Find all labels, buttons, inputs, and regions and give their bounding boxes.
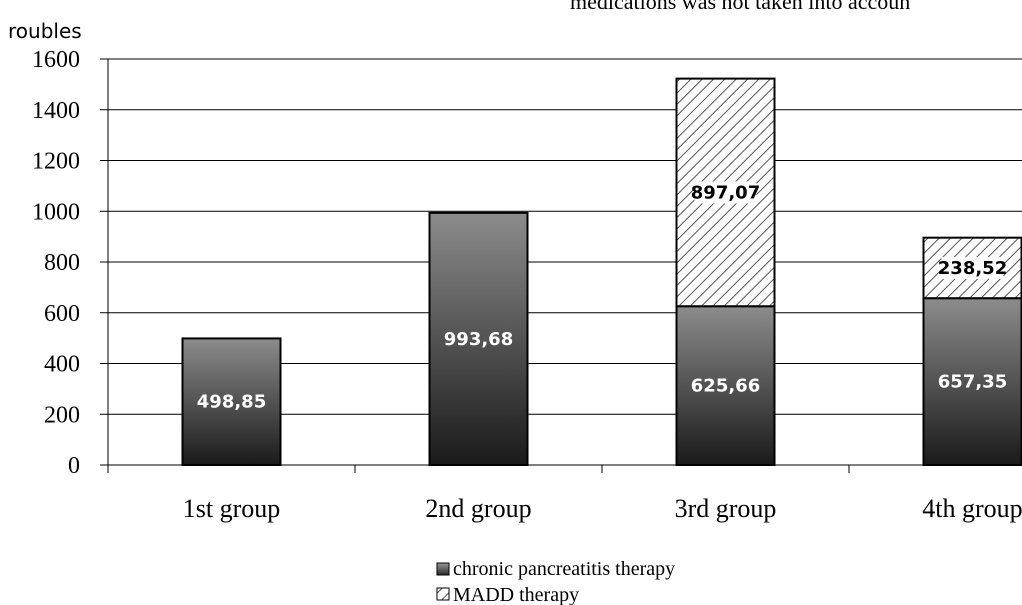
y-axis-label: roubles xyxy=(8,19,82,43)
data-label-madd-4: 238,52 xyxy=(938,258,1007,279)
y-tick-label-1200: 1200 xyxy=(32,149,80,175)
x-tick-label-4: 4th group xyxy=(922,494,1022,523)
y-tick-label-1400: 1400 xyxy=(32,98,80,124)
legend-label-chronic-pancreatitis: chronic pancreatitis therapy xyxy=(453,558,675,580)
y-tick-label-200: 200 xyxy=(44,402,80,428)
legend: chronic pancreatitis therapy MADD therap… xyxy=(436,558,675,605)
legend-label-madd: MADD therapy xyxy=(453,584,579,605)
data-label-chronic-1: 498,85 xyxy=(197,392,266,413)
y-axis-ticks: 0 200 400 600 800 1000 1200 1400 1600 xyxy=(32,47,108,479)
legend-item-chronic-pancreatitis: chronic pancreatitis therapy xyxy=(436,558,675,580)
bar-chronic-1 xyxy=(181,337,282,466)
legend-item-madd: MADD therapy xyxy=(436,584,579,605)
data-label-bg-4 xyxy=(941,256,1004,279)
data-label-bg-3 xyxy=(694,181,757,204)
y-tick-label-800: 800 xyxy=(44,250,80,276)
bar-chronic-4 xyxy=(922,297,1022,467)
x-tick-label-1: 1st group xyxy=(183,494,281,523)
x-axis-ticks: 1st group 2nd group 3rd group 4th group xyxy=(183,494,1022,523)
legend-swatch-dark xyxy=(436,562,450,576)
x-axis xyxy=(107,59,1022,473)
x-tick-label-2: 2nd group xyxy=(425,494,531,523)
bar-chronic-3 xyxy=(675,305,776,466)
y-tick-label-600: 600 xyxy=(44,301,80,327)
chart-title: medications was not taken into accoun xyxy=(570,0,910,14)
bars: 498,85 993,68 625,66 897,07 657,35 238,52 xyxy=(181,77,1022,467)
y-tick-label-1000: 1000 xyxy=(32,199,80,225)
y-tick-label-1600: 1600 xyxy=(32,47,80,73)
bar-chronic-2 xyxy=(428,211,529,466)
data-label-madd-3: 897,07 xyxy=(691,182,760,203)
data-label-chronic-4: 657,35 xyxy=(938,372,1007,393)
y-tick-label-400: 400 xyxy=(44,352,80,378)
data-label-chronic-3: 625,66 xyxy=(691,376,760,397)
x-tick-label-3: 3rd group xyxy=(675,494,777,523)
legend-swatch-hatch xyxy=(436,587,450,601)
y-tick-label-0: 0 xyxy=(68,453,80,479)
data-label-chronic-2: 993,68 xyxy=(444,329,513,350)
